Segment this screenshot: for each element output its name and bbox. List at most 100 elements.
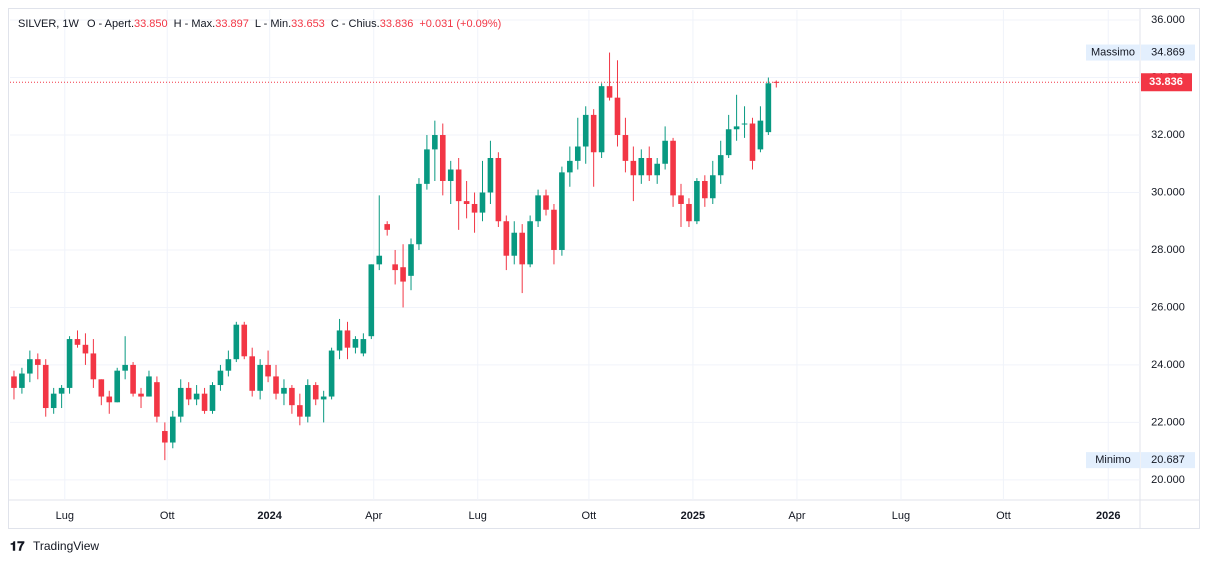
candle-body bbox=[702, 180, 708, 199]
x-tick-label: Lug bbox=[469, 510, 487, 522]
candle-body bbox=[66, 339, 73, 388]
candle-body bbox=[709, 175, 716, 199]
candle-body bbox=[352, 339, 359, 348]
y-tick-label: 28.000 bbox=[1151, 244, 1185, 256]
candle-body bbox=[169, 416, 176, 443]
high_marker-name-bg bbox=[1086, 44, 1140, 61]
candle-body bbox=[694, 180, 700, 222]
legend-field-value: 33.653 bbox=[291, 18, 325, 30]
low_marker-name-bg bbox=[1086, 452, 1140, 469]
candle-body bbox=[551, 209, 557, 250]
legend-field-label: L - Min. bbox=[255, 18, 291, 30]
y-tick-label: 20.000 bbox=[1151, 474, 1185, 486]
candle-body bbox=[630, 160, 637, 176]
candle-body bbox=[678, 195, 684, 204]
candle-body bbox=[130, 364, 136, 394]
candle-body bbox=[400, 267, 406, 282]
brand-name: TradingView bbox=[33, 539, 99, 553]
candle-body bbox=[535, 195, 541, 222]
legend-field-label: O - Apert. bbox=[87, 18, 134, 30]
candle-body bbox=[749, 123, 756, 161]
x-tick-label: Ott bbox=[582, 510, 597, 522]
candle-body bbox=[670, 140, 676, 196]
candle-body bbox=[27, 359, 33, 374]
x-tick-label: Apr bbox=[365, 510, 382, 522]
candle-body bbox=[360, 339, 367, 354]
candle-body bbox=[638, 158, 645, 176]
candle-body bbox=[376, 255, 383, 265]
x-tick-label: Lug bbox=[56, 510, 74, 522]
y-tick-label: 22.000 bbox=[1151, 416, 1185, 428]
candle-body bbox=[312, 385, 319, 400]
x-tick-label: 2024 bbox=[257, 510, 282, 522]
candle-body bbox=[543, 195, 549, 210]
candle-body bbox=[662, 140, 668, 164]
candle-body bbox=[439, 135, 446, 181]
candle-body bbox=[82, 344, 89, 354]
candle-body bbox=[193, 393, 200, 400]
y-tick-label: 36.000 bbox=[1151, 14, 1185, 26]
candle-body bbox=[217, 370, 224, 386]
candle-body bbox=[416, 183, 422, 245]
candle-body bbox=[177, 387, 184, 417]
candle-body bbox=[757, 120, 764, 150]
high_marker-value-bg bbox=[1141, 44, 1195, 61]
legend-field-value: 33.897 bbox=[215, 18, 249, 30]
candle-body bbox=[567, 160, 573, 173]
candle-body bbox=[455, 169, 462, 202]
candle-body bbox=[606, 86, 613, 98]
candle-body bbox=[265, 364, 271, 377]
candle-body bbox=[511, 232, 518, 256]
candle-body bbox=[241, 324, 248, 357]
candle-body bbox=[106, 396, 113, 403]
candle-body bbox=[11, 376, 17, 388]
candle-body bbox=[289, 387, 295, 406]
last-price-badge bbox=[1141, 73, 1192, 92]
legend-symbol: SILVER, 1W bbox=[18, 18, 80, 30]
x-tick-label: 2025 bbox=[681, 510, 705, 522]
candle-body bbox=[773, 81, 780, 83]
x-tick-label: Lug bbox=[892, 510, 910, 522]
x-tick-label: Apr bbox=[788, 510, 805, 522]
candle-body bbox=[114, 370, 121, 403]
candle-body bbox=[233, 324, 240, 360]
candle-body bbox=[733, 126, 740, 130]
candle-body bbox=[74, 339, 81, 345]
candle-body bbox=[582, 114, 589, 147]
last-price-label: 33.836 bbox=[1149, 76, 1183, 88]
candle-body bbox=[90, 353, 97, 380]
candle-body bbox=[185, 387, 192, 400]
candle-body bbox=[368, 264, 375, 337]
candle-body bbox=[646, 158, 653, 176]
brand-logo: 𝟏𝟕 bbox=[10, 538, 25, 553]
candle-body bbox=[471, 203, 478, 213]
x-tick-label: Ott bbox=[996, 510, 1011, 522]
legend-change: +0.031 (+0.09%) bbox=[419, 18, 501, 30]
candle-body bbox=[654, 163, 660, 176]
y-tick-label: 26.000 bbox=[1151, 301, 1185, 313]
candle-body bbox=[42, 364, 49, 409]
candle-body bbox=[320, 396, 327, 400]
x-tick-label: Ott bbox=[160, 510, 175, 522]
candle-body bbox=[225, 359, 232, 371]
candle-body bbox=[574, 146, 581, 161]
high_marker-name: Massimo bbox=[1091, 46, 1135, 58]
candle-body bbox=[297, 405, 303, 417]
candle-body bbox=[122, 364, 128, 371]
candle-body bbox=[590, 114, 597, 153]
candle-body bbox=[725, 129, 732, 156]
legend-field-value: 33.850 bbox=[134, 18, 168, 30]
candle-body bbox=[487, 158, 494, 193]
brand: 𝟏𝟕 TradingView bbox=[10, 538, 99, 553]
x-tick-label: 2026 bbox=[1096, 510, 1120, 522]
candle-body bbox=[162, 431, 168, 443]
y-tick-label: 32.000 bbox=[1151, 129, 1185, 141]
candle-body bbox=[432, 135, 438, 150]
candle-body bbox=[98, 379, 105, 397]
candle-body bbox=[463, 201, 470, 204]
legend: SILVER, 1W O - Apert. 33.850 H - Max. 33.897… bbox=[18, 18, 501, 30]
candle-body bbox=[344, 330, 351, 348]
candle-body bbox=[741, 123, 748, 125]
candle-body bbox=[154, 382, 160, 417]
